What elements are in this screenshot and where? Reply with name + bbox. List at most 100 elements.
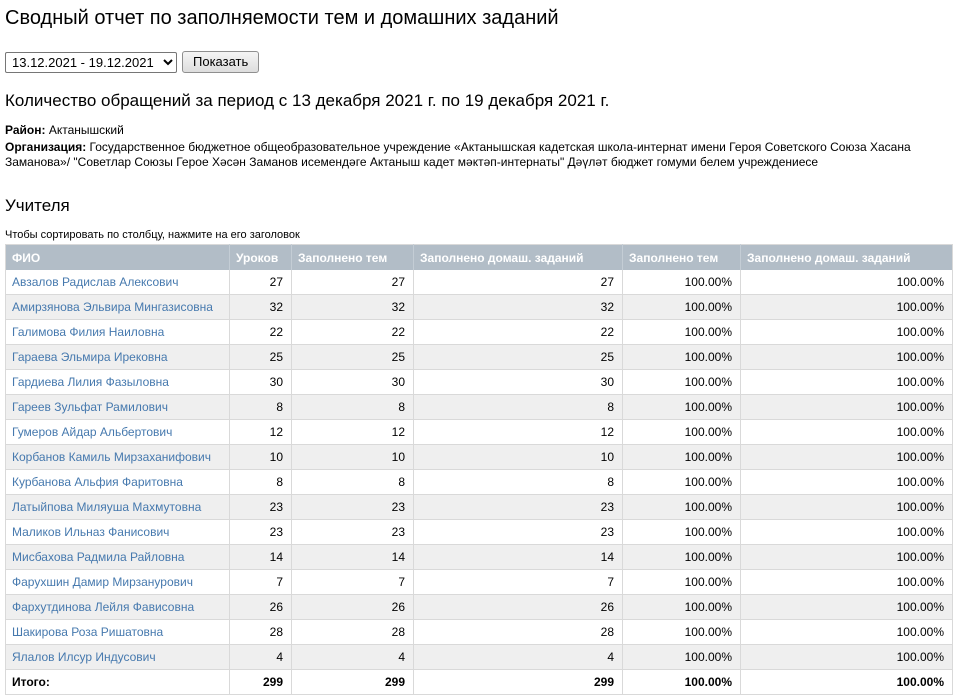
value-cell: 100.00% xyxy=(622,369,741,395)
totals-row: Итого: 299 299 299 100.00% 100.00% xyxy=(5,669,953,695)
teacher-link[interactable]: Авзалов Радислав Алексович xyxy=(12,275,179,289)
value-cell: 100.00% xyxy=(740,344,953,370)
teacher-link[interactable]: Гумеров Айдар Альбертович xyxy=(12,425,173,439)
value-cell: 7 xyxy=(229,569,292,595)
teacher-name-cell: Курбанова Альфия Фаритовна xyxy=(5,469,230,495)
table-row: Ялалов Илсур Индусович 4 4 4 100.00% 100.00% xyxy=(5,644,953,670)
table-row: Гараева Эльмира Ирековна 25 25 25 100.00% 100… xyxy=(5,344,953,370)
value-cell: 100.00% xyxy=(740,444,953,470)
value-cell: 25 xyxy=(229,344,292,370)
teacher-link[interactable]: Галимова Филия Наиловна xyxy=(12,325,165,339)
value-cell: 28 xyxy=(291,619,414,645)
value-cell: 30 xyxy=(413,369,623,395)
teacher-link[interactable]: Гардиева Лилия Фазыловна xyxy=(12,375,169,389)
value-cell: 32 xyxy=(229,294,292,320)
value-cell: 100.00% xyxy=(622,519,741,545)
teacher-name-cell: Фархутдинова Лейля Фависовна xyxy=(5,594,230,620)
table-row: Авзалов Радислав Алексович 27 27 27 100.00% 1… xyxy=(5,270,953,295)
show-button[interactable]: Показать xyxy=(182,51,260,73)
column-header-homework-filled[interactable]: Заполнено домаш. заданий xyxy=(413,244,623,270)
value-cell: 100.00% xyxy=(740,319,953,345)
table-row: Фархутдинова Лейля Фависовна 26 26 26 100.00… xyxy=(5,594,953,620)
table-row: Галимова Филия Наиловна 22 22 22 100.00% 100.… xyxy=(5,319,953,345)
teacher-name-cell: Латыйпова Миляуша Махмутовна xyxy=(5,494,230,520)
value-cell: 26 xyxy=(413,594,623,620)
teacher-link[interactable]: Мисбахова Радмила Райловна xyxy=(12,550,185,564)
teacher-link[interactable]: Маликов Ильназ Фанисович xyxy=(12,525,170,539)
totals-topics-percent: 100.00% xyxy=(622,669,741,695)
value-cell: 100.00% xyxy=(740,569,953,595)
column-header-topics-filled[interactable]: Заполнено тем xyxy=(291,244,414,270)
table-row: Гумеров Айдар Альбертович 12 12 12 100.00% 10… xyxy=(5,419,953,445)
value-cell: 100.00% xyxy=(740,619,953,645)
teacher-link[interactable]: Гараева Эльмира Ирековна xyxy=(12,350,168,364)
column-header-homework-percent[interactable]: Заполнено домаш. заданий xyxy=(740,244,953,270)
value-cell: 26 xyxy=(291,594,414,620)
table-row: Гареев Зульфат Рамилович 8 8 8 100.00% 100.00… xyxy=(5,394,953,420)
section-title-teachers: Учителя xyxy=(5,196,70,215)
totals-lessons: 299 xyxy=(229,669,292,695)
value-cell: 22 xyxy=(229,319,292,345)
totals-homework-filled: 299 xyxy=(413,669,623,695)
value-cell: 12 xyxy=(413,419,623,445)
value-cell: 12 xyxy=(291,419,414,445)
value-cell: 32 xyxy=(291,294,414,320)
value-cell: 100.00% xyxy=(740,270,953,295)
value-cell: 100.00% xyxy=(622,469,741,495)
table-row: Фарухшин Дамир Мирзанурович 7 7 7 100.00% 100… xyxy=(5,569,953,595)
organization-row: Организация: Государственное бюджетное о… xyxy=(5,140,953,170)
value-cell: 100.00% xyxy=(740,394,953,420)
teachers-table-body: Авзалов Радислав Алексович 27 27 27 100.00% 1… xyxy=(5,270,953,670)
teacher-link[interactable]: Курбанова Альфия Фаритовна xyxy=(12,475,183,489)
page-title: Сводный отчет по заполняемости тем и дом… xyxy=(5,7,559,29)
teacher-name-cell: Галимова Филия Наиловна xyxy=(5,319,230,345)
teacher-link[interactable]: Ялалов Илсур Индусович xyxy=(12,650,156,664)
value-cell: 10 xyxy=(291,444,414,470)
teacher-name-cell: Фарухшин Дамир Мирзанурович xyxy=(5,569,230,595)
value-cell: 30 xyxy=(229,369,292,395)
value-cell: 22 xyxy=(413,319,623,345)
teacher-link[interactable]: Гареев Зульфат Рамилович xyxy=(12,400,168,414)
value-cell: 100.00% xyxy=(740,644,953,670)
organization-value: Государственное бюджетное общеобразовате… xyxy=(5,140,911,169)
teacher-name-cell: Мисбахова Радмила Райловна xyxy=(5,544,230,570)
teacher-name-cell: Амирзянова Эльвира Мингазисовна xyxy=(5,294,230,320)
value-cell: 27 xyxy=(229,270,292,295)
value-cell: 8 xyxy=(229,469,292,495)
value-cell: 10 xyxy=(413,444,623,470)
district-row: Район: Актанышский xyxy=(5,123,953,138)
value-cell: 100.00% xyxy=(622,619,741,645)
value-cell: 28 xyxy=(229,619,292,645)
teacher-link[interactable]: Фархутдинова Лейля Фависовна xyxy=(12,600,195,614)
district-value: Актанышский xyxy=(48,123,124,137)
column-header-fio[interactable]: ФИО xyxy=(5,244,230,270)
district-label: Район: xyxy=(5,123,46,137)
value-cell: 14 xyxy=(291,544,414,570)
value-cell: 8 xyxy=(291,469,414,495)
value-cell: 22 xyxy=(291,319,414,345)
value-cell: 8 xyxy=(291,394,414,420)
value-cell: 100.00% xyxy=(622,544,741,570)
value-cell: 100.00% xyxy=(740,419,953,445)
value-cell: 26 xyxy=(229,594,292,620)
period-select[interactable]: 13.12.2021 - 19.12.2021 xyxy=(5,51,177,73)
value-cell: 100.00% xyxy=(622,569,741,595)
teacher-name-cell: Гараева Эльмира Ирековна xyxy=(5,344,230,370)
value-cell: 8 xyxy=(229,394,292,420)
table-row: Латыйпова Миляуша Махмутовна 23 23 23 100.00… xyxy=(5,494,953,520)
table-row: Амирзянова Эльвира Мингазисовна 32 32 32 100… xyxy=(5,294,953,320)
value-cell: 7 xyxy=(413,569,623,595)
value-cell: 100.00% xyxy=(740,369,953,395)
column-header-lessons[interactable]: Уроков xyxy=(229,244,292,270)
teacher-link[interactable]: Шакирова Роза Ришатовна xyxy=(12,625,164,639)
teacher-name-cell: Маликов Ильназ Фанисович xyxy=(5,519,230,545)
column-header-topics-percent[interactable]: Заполнено тем xyxy=(622,244,741,270)
teacher-link[interactable]: Корбанов Камиль Мирзаханифович xyxy=(12,450,211,464)
value-cell: 8 xyxy=(413,469,623,495)
teacher-link[interactable]: Латыйпова Миляуша Махмутовна xyxy=(12,500,202,514)
value-cell: 100.00% xyxy=(622,394,741,420)
teacher-name-cell: Корбанов Камиль Мирзаханифович xyxy=(5,444,230,470)
teacher-link[interactable]: Фарухшин Дамир Мирзанурович xyxy=(12,575,193,589)
teacher-link[interactable]: Амирзянова Эльвира Мингазисовна xyxy=(12,300,213,314)
value-cell: 23 xyxy=(229,494,292,520)
